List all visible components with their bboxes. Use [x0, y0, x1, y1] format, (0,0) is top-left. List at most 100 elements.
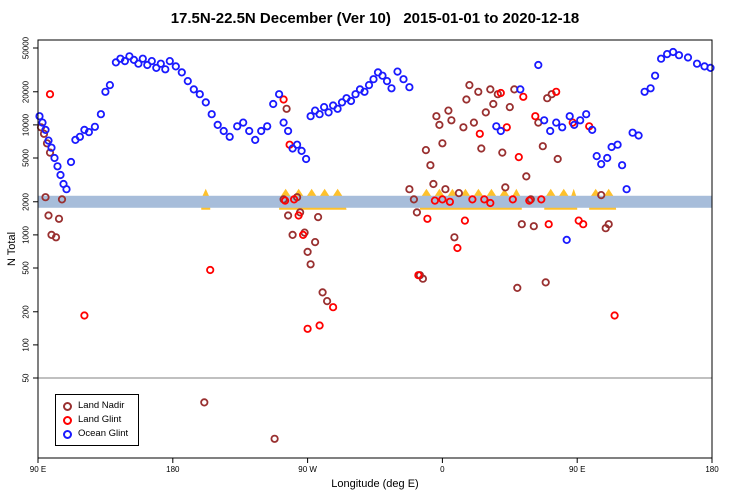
land-glint-marker-icon [63, 415, 72, 425]
data-point [225, 132, 234, 141]
data-point [460, 216, 469, 225]
legend-label-ocean-glint: Ocean Glint [78, 428, 129, 439]
data-point [597, 191, 606, 200]
data-point [298, 230, 308, 239]
data-point [405, 185, 414, 194]
data-point [171, 62, 180, 71]
data-point [294, 211, 303, 220]
data-point [360, 87, 369, 96]
data-point [588, 125, 597, 134]
data-point [328, 303, 338, 312]
data-point [481, 108, 490, 117]
data-point [239, 118, 248, 127]
data-point [622, 185, 631, 194]
data-point [570, 120, 579, 130]
data-point [288, 230, 297, 239]
series-land-glint [45, 87, 619, 333]
data-point [279, 118, 288, 127]
x-axis-label: Longitude (deg E) [331, 478, 419, 490]
data-point [592, 152, 601, 161]
data-point [306, 260, 315, 269]
x-tick-label: 90 E [29, 465, 47, 474]
data-point [582, 110, 591, 119]
data-point [177, 68, 186, 77]
data-point [486, 198, 495, 208]
data-point [245, 126, 254, 136]
chart-title: 17.5N-22.5N December (Ver 10) 2015-01-01… [170, 10, 580, 27]
data-point [444, 106, 453, 115]
data-point [134, 59, 143, 68]
data-point [56, 170, 65, 180]
data-point [84, 128, 94, 137]
data-point [603, 153, 612, 163]
data-point [270, 434, 279, 443]
data-point [517, 220, 526, 229]
data-point [96, 110, 106, 119]
data-point [538, 142, 547, 151]
data-point [45, 148, 55, 157]
data-point [283, 126, 293, 136]
data-point [66, 157, 76, 167]
data-point [646, 84, 655, 93]
data-point [120, 56, 130, 66]
data-point [219, 126, 228, 136]
data-point [674, 51, 684, 60]
data-point [546, 126, 555, 136]
data-point [505, 103, 514, 112]
y-tick-label: 10000 [21, 113, 31, 136]
data-point [496, 126, 505, 136]
legend-label-land-nadir: Land Nadir [78, 400, 125, 411]
data-point [432, 112, 441, 121]
data-point [75, 132, 85, 141]
ocean-fraction-band [38, 195, 712, 208]
data-point [301, 154, 311, 164]
series-land-nadir [36, 81, 613, 443]
data-point [57, 195, 67, 204]
data-point [183, 77, 192, 86]
data-point [525, 196, 534, 205]
data-point [534, 60, 543, 70]
data-point [310, 238, 320, 247]
data-point [143, 60, 152, 70]
series-ocean-glint [35, 47, 715, 244]
data-point [474, 87, 483, 96]
data-point [90, 122, 100, 131]
y-tick-label: 100 [21, 338, 31, 352]
data-point [369, 75, 378, 84]
data-point [313, 213, 323, 222]
data-point [522, 172, 531, 181]
data-point [257, 126, 266, 136]
data-point [405, 83, 414, 92]
data-point [414, 271, 423, 280]
data-point [346, 96, 356, 106]
data-point [604, 220, 613, 229]
data-point [80, 311, 89, 320]
data-point [50, 153, 59, 163]
data-point [44, 211, 53, 220]
data-point [412, 208, 421, 217]
data-point [378, 71, 387, 80]
data-point [213, 120, 222, 130]
data-point [502, 123, 511, 132]
data-point [233, 122, 242, 131]
data-point [540, 116, 549, 125]
data-point [138, 54, 147, 63]
legend-label-land-glint: Land Glint [78, 414, 122, 425]
data-point [441, 185, 450, 194]
data-point [206, 265, 215, 275]
data-point [44, 136, 53, 145]
y-tick-label: 1000 [21, 225, 31, 244]
y-tick-label: 50000 [21, 36, 31, 60]
data-point [318, 288, 327, 297]
data-point [435, 120, 444, 130]
x-tick-label: 180 [705, 465, 719, 474]
data-point [426, 161, 435, 170]
data-point [469, 118, 478, 127]
data-point [165, 56, 174, 66]
data-point [462, 95, 471, 104]
legend: Land Nadir Land Glint Ocean Glint [55, 394, 140, 446]
data-point [315, 110, 324, 119]
data-point [516, 85, 525, 94]
data-point [263, 122, 272, 131]
